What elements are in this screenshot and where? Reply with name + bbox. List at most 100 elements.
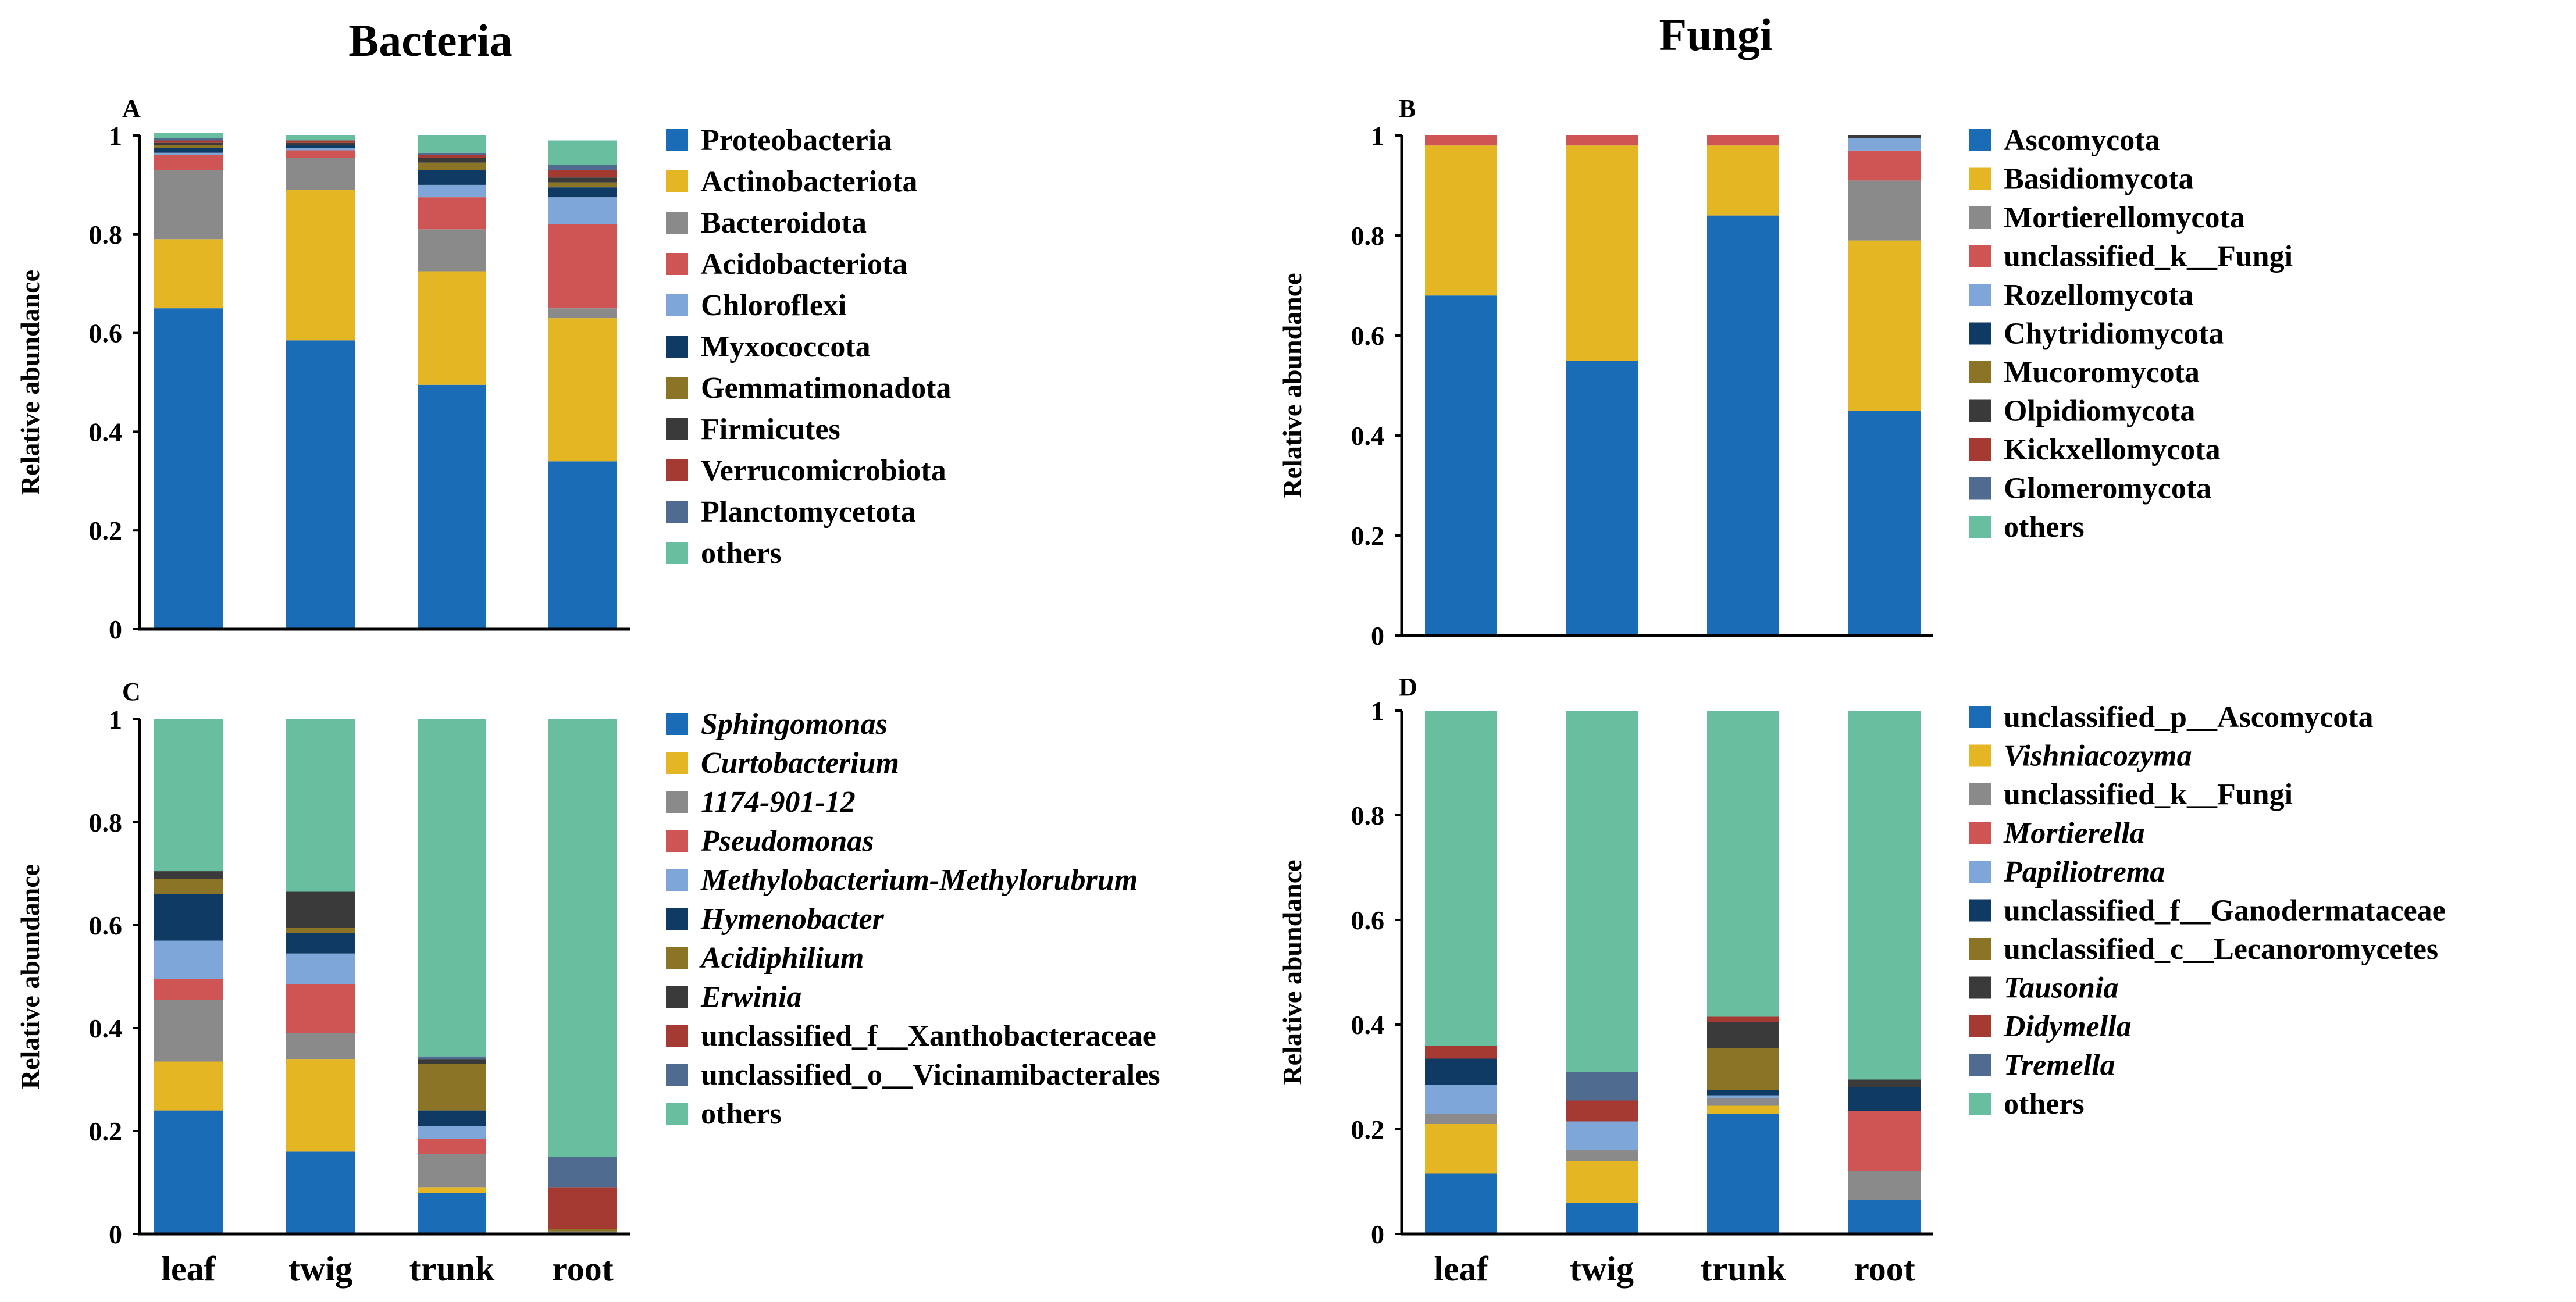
legend-swatch-a-5 (666, 336, 688, 358)
y-axis-title-b: Relative abundance (1277, 273, 1307, 498)
bar-segment-a-twig-0 (286, 340, 355, 629)
bar-segment-b-root-4 (1848, 138, 1921, 151)
legend-swatch-c-10 (666, 1103, 688, 1125)
bar-segment-b-leaf-0 (1425, 295, 1497, 636)
bar-segment-c-twig-3 (286, 984, 355, 1033)
y-tick-label-c-2: 0.4 (89, 1014, 123, 1043)
legend-swatch-a-9 (666, 501, 688, 523)
bar-segment-a-root-5 (548, 187, 617, 198)
legend-label-a-1: Actinobacteriota (701, 165, 918, 198)
legend-label-d-4: Papiliotrema (2003, 855, 2165, 889)
legend-label-b-5: Chytridiomycota (2004, 318, 2224, 351)
y-tick-label-d-1: 0.2 (1351, 1115, 1385, 1144)
legend-swatch-d-6 (1969, 938, 1991, 960)
panel-label-a: A (122, 94, 141, 123)
x-tick-label-c-trunk: trunk (409, 1250, 495, 1288)
bar-segment-c-trunk-9 (418, 1056, 486, 1060)
bar-segment-c-trunk-4 (418, 1126, 486, 1139)
legend-label-a-9: Planctomycetota (701, 495, 916, 529)
bar-segment-a-leaf-9 (154, 138, 223, 141)
legend-label-a-6: Gemmatimonadota (701, 372, 951, 405)
legend-label-a-4: Chloroflexi (701, 289, 846, 322)
bar-segment-d-root-2 (1848, 1171, 1921, 1200)
legend-label-c-10: others (701, 1097, 782, 1130)
bar-segment-d-trunk-10 (1707, 711, 1779, 1017)
legend-label-c-2: 1174-901-12 (701, 786, 856, 819)
bar-segment-d-twig-0 (1566, 1203, 1638, 1234)
legend-label-d-6: unclassified_c__Lecanoromycetes (2004, 933, 2438, 966)
legend-swatch-d-7 (1969, 976, 1991, 999)
bar-segment-a-twig-7 (286, 142, 355, 145)
bar-segment-a-leaf-2 (154, 170, 223, 240)
legend-label-d-9: Tremella (2004, 1049, 2115, 1082)
bar-segment-a-leaf-7 (154, 142, 223, 145)
y-tick-label-c-0: 0 (109, 1219, 122, 1249)
x-tick-label-c-twig: twig (288, 1250, 352, 1288)
legend-swatch-d-5 (1969, 899, 1991, 922)
bar-segment-c-root-10 (548, 719, 617, 1157)
legend-label-c-7: Erwinia (700, 980, 801, 1014)
legend-swatch-d-2 (1969, 783, 1991, 805)
bar-segment-d-trunk-2 (1707, 1098, 1779, 1106)
bar-segment-c-leaf-3 (154, 979, 223, 1000)
bar-segment-d-twig-10 (1566, 711, 1638, 1072)
bar-segment-c-leaf-0 (154, 1110, 223, 1234)
bar-segment-c-trunk-7 (418, 1059, 486, 1064)
bar-segment-b-root-3 (1848, 150, 1921, 181)
legend-swatch-d-10 (1969, 1093, 1991, 1115)
bar-segment-d-twig-4 (1566, 1121, 1638, 1150)
legend-swatch-a-0 (666, 129, 688, 151)
bar-segment-c-leaf-1 (154, 1061, 223, 1111)
bar-segment-a-root-8 (548, 170, 617, 178)
bar-segment-a-twig-3 (286, 150, 355, 158)
legend-swatch-a-2 (666, 212, 688, 234)
legend-swatch-c-7 (666, 986, 688, 1008)
y-tick-label-b-4: 0.8 (1351, 221, 1385, 251)
bar-segment-b-leaf-1 (1425, 145, 1497, 296)
bar-segment-c-trunk-5 (418, 1110, 486, 1126)
bar-segment-d-trunk-1 (1707, 1105, 1779, 1114)
legend-label-a-3: Acidobacteriota (701, 248, 907, 281)
y-axis-title-a: Relative abundance (15, 270, 45, 495)
bar-segment-c-twig-2 (286, 1033, 355, 1060)
bar-segment-c-trunk-1 (418, 1187, 486, 1193)
legend-label-c-0: Sphingomonas (701, 708, 888, 741)
bar-segment-d-root-10 (1848, 711, 1921, 1080)
legend-label-d-5: unclassified_f__Ganodermataceae (2004, 894, 2446, 928)
legend-label-b-0: Ascomycota (2004, 124, 2160, 157)
x-tick-label-d-twig: twig (1570, 1250, 1634, 1288)
y-tick-label-a-3: 0.6 (89, 319, 123, 348)
bar-segment-c-twig-7 (286, 891, 355, 928)
bar-segment-c-trunk-2 (418, 1154, 486, 1188)
bar-segment-a-leaf-5 (154, 148, 223, 153)
legend-swatch-b-7 (1969, 399, 1991, 422)
bar-segment-a-root-4 (548, 197, 617, 224)
y-tick-label-d-2: 0.4 (1351, 1010, 1385, 1040)
bar-segment-d-twig-9 (1566, 1072, 1638, 1101)
legend-swatch-b-4 (1969, 284, 1991, 306)
bar-segment-c-twig-10 (286, 719, 355, 892)
legend-swatch-d-1 (1969, 744, 1991, 767)
bar-segment-d-trunk-4 (1707, 1095, 1779, 1098)
legend-label-c-4: Methylobacterium-Methylorubrum (700, 864, 1138, 897)
fungi-title: Fungi (1659, 9, 1773, 60)
legend-swatch-c-4 (666, 869, 688, 891)
legend-swatch-b-1 (1969, 167, 1991, 190)
bar-segment-c-twig-0 (286, 1151, 355, 1234)
bar-segment-b-trunk-0 (1707, 215, 1779, 636)
bar-segment-d-trunk-8 (1707, 1016, 1779, 1022)
legend-label-b-4: Rozellomycota (2004, 279, 2193, 312)
legend-swatch-c-8 (666, 1025, 688, 1047)
y-tick-label-d-0: 0 (1371, 1219, 1384, 1249)
bar-segment-a-root-3 (548, 224, 617, 309)
y-tick-label-a-1: 0.2 (89, 516, 123, 545)
bar-segment-a-trunk-8 (418, 155, 486, 158)
legend-label-d-3: Mortierella (2003, 817, 2145, 850)
bar-segment-d-leaf-8 (1425, 1046, 1497, 1059)
bar-segment-c-leaf-2 (154, 1000, 223, 1062)
legend-label-b-1: Basidiomycota (2004, 163, 2193, 196)
legend-label-d-2: unclassified_k__Fungi (2004, 778, 2293, 811)
legend-label-b-3: unclassified_k__Fungi (2004, 240, 2293, 273)
y-tick-label-c-5: 1 (109, 705, 122, 734)
bar-segment-a-trunk-7 (418, 158, 486, 163)
